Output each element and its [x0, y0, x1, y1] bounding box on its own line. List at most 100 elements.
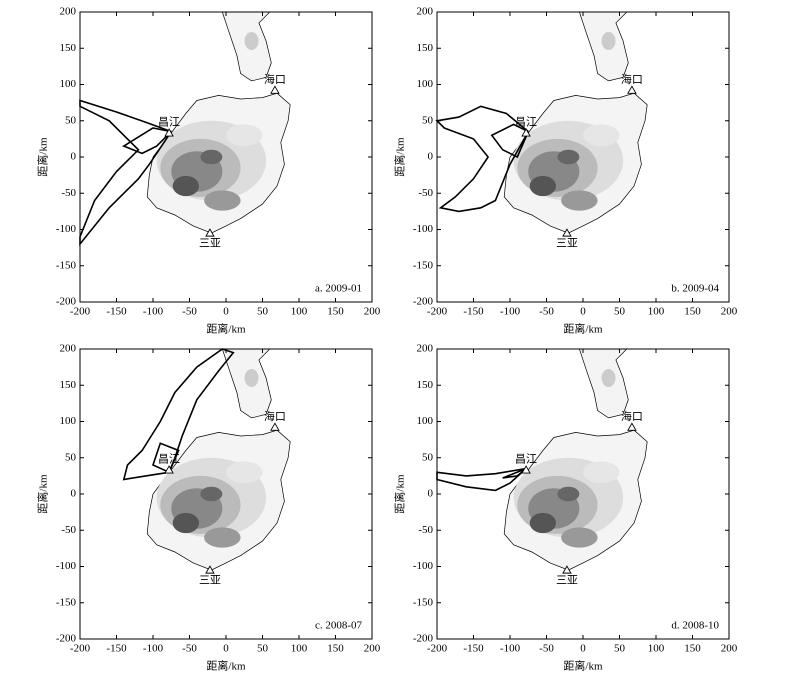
- terrain-shade: [557, 149, 580, 165]
- x-tick-label: 50: [257, 306, 269, 318]
- y-tick-label: 100: [60, 78, 77, 90]
- y-tick-label: -50: [61, 187, 76, 199]
- y-tick-label: -100: [413, 223, 434, 235]
- y-tick-label: -100: [413, 560, 434, 572]
- contour: [435, 105, 529, 213]
- terrain-shade: [244, 32, 259, 50]
- site-marker: [562, 228, 572, 237]
- x-tick-label: 0: [223, 643, 229, 655]
- x-tick-label: -50: [182, 306, 197, 318]
- map-panel: -200 -150 -100 -50 0 50 100 150 200 -200 -150 -100 -…: [393, 343, 738, 673]
- site-label: 昌江: [158, 453, 180, 466]
- x-tick-label: 100: [291, 306, 308, 318]
- terrain-shade: [529, 512, 556, 534]
- y-tick-label: 200: [417, 343, 434, 355]
- y-tick-label: -100: [56, 223, 77, 235]
- y-tick-label: -150: [56, 596, 77, 608]
- site-label: 海口: [264, 72, 286, 86]
- y-tick-label: 100: [417, 78, 434, 90]
- terrain-shade: [226, 461, 263, 484]
- y-tick-label: 0: [428, 488, 434, 500]
- x-tick-label: 0: [580, 643, 586, 655]
- contour: [122, 348, 235, 481]
- terrain-shade: [244, 369, 259, 387]
- site-marker: [164, 128, 174, 137]
- x-tick-label: 100: [648, 643, 665, 655]
- terrain-shade: [200, 149, 223, 165]
- x-tick-label: -100: [143, 306, 164, 318]
- x-tick-label: 150: [684, 306, 701, 318]
- y-tick-label: -100: [56, 560, 77, 572]
- y-tick-label: 100: [60, 415, 77, 427]
- map-panel: -200 -150 -100 -50 0 50 100 150 200 -200 -150 -100 -…: [36, 6, 381, 336]
- map-panel: -200 -150 -100 -50 0 50 100 150 200 -200 -150 -100 -…: [36, 343, 381, 673]
- x-tick-label: -50: [539, 643, 554, 655]
- panel-label: c. 2008-07: [315, 620, 363, 632]
- x-tick-label: 50: [614, 306, 626, 318]
- x-tick-label: -50: [539, 306, 554, 318]
- terrain-shade: [226, 124, 263, 147]
- y-tick-label: -200: [413, 296, 434, 308]
- terrain-shade: [557, 486, 580, 502]
- x-tick-label: 100: [291, 643, 308, 655]
- y-tick-label: 50: [422, 451, 434, 463]
- site-label: 三亚: [199, 238, 221, 250]
- y-tick-label: 200: [60, 6, 77, 18]
- x-tick-label: -150: [106, 643, 127, 655]
- y-tick-label: 200: [417, 6, 434, 18]
- y-axis-label: 距离/km: [36, 474, 50, 514]
- site-marker: [270, 422, 280, 431]
- site-label: 三亚: [556, 575, 578, 587]
- terrain-shade: [601, 32, 616, 50]
- contour: [79, 99, 172, 247]
- x-tick-label: -200: [70, 306, 91, 318]
- y-tick-label: 150: [417, 379, 434, 391]
- contour: [122, 127, 172, 155]
- x-tick-label: 200: [721, 643, 738, 655]
- x-tick-label: -100: [500, 643, 521, 655]
- x-axis-label: 距离/km: [563, 322, 603, 336]
- x-tick-label: 150: [327, 306, 344, 318]
- terrain-shade: [583, 461, 620, 484]
- y-tick-label: -150: [413, 596, 434, 608]
- terrain-shade: [561, 190, 598, 211]
- x-tick-label: -200: [427, 643, 448, 655]
- y-tick-label: -200: [56, 296, 77, 308]
- y-tick-label: 200: [60, 343, 77, 355]
- x-tick-label: 50: [614, 643, 626, 655]
- terrain-shade: [200, 486, 223, 502]
- site-marker: [627, 85, 637, 94]
- x-tick-label: -150: [463, 643, 484, 655]
- x-axis-label: 距离/km: [563, 659, 603, 673]
- y-tick-label: 50: [65, 451, 77, 463]
- x-tick-label: 150: [327, 643, 344, 655]
- y-tick-label: -150: [413, 259, 434, 271]
- panel-label: b. 2009-04: [671, 283, 719, 295]
- site-label: 昌江: [158, 116, 180, 129]
- panel-label: a. 2009-01: [315, 283, 362, 295]
- y-tick-label: 0: [428, 151, 434, 163]
- y-tick-label: 150: [60, 42, 77, 54]
- contour: [152, 442, 180, 474]
- terrain-shade: [601, 369, 616, 387]
- x-tick-label: -100: [143, 643, 164, 655]
- terrain-shade: [204, 527, 241, 548]
- terrain-shade: [204, 190, 241, 211]
- site-label: 海口: [621, 72, 643, 86]
- panel-label: d. 2008-10: [671, 620, 719, 632]
- terrain-shade: [561, 527, 598, 548]
- y-axis-label: 距离/km: [393, 137, 407, 177]
- y-axis-label: 距离/km: [393, 474, 407, 514]
- y-tick-label: 0: [71, 488, 77, 500]
- x-tick-label: -150: [106, 306, 127, 318]
- site-label: 昌江: [515, 453, 537, 466]
- terrain-shade: [583, 124, 620, 147]
- x-axis-label: 距离/km: [206, 659, 246, 673]
- x-axis-label: 距离/km: [206, 322, 246, 336]
- x-tick-label: 200: [364, 643, 381, 655]
- x-tick-label: 0: [223, 306, 229, 318]
- y-tick-label: -150: [56, 259, 77, 271]
- y-tick-label: -200: [56, 633, 77, 645]
- x-tick-label: 150: [684, 643, 701, 655]
- site-label: 海口: [264, 409, 286, 423]
